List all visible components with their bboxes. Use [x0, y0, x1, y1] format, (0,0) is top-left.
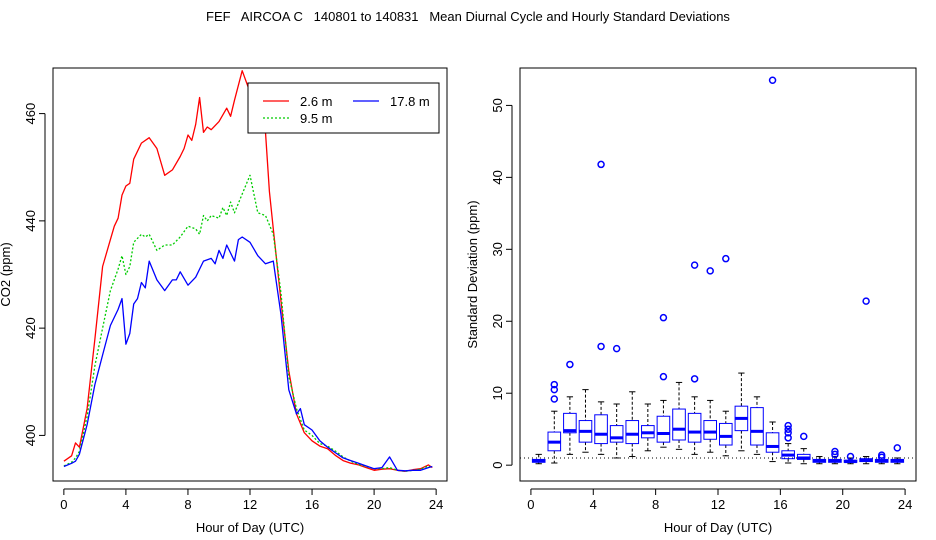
x-axis-title: Hour of Day (UTC) — [196, 520, 304, 535]
y-tick-label: 400 — [23, 425, 38, 447]
outlier-point — [831, 450, 839, 459]
outlier-point — [706, 267, 714, 275]
legend-label: 9.5 m — [300, 111, 333, 126]
x-tick-label: 24 — [429, 497, 443, 512]
outlier-point — [862, 297, 870, 305]
box — [750, 407, 764, 446]
outlier-point — [690, 261, 699, 269]
x-tick-label: 0 — [60, 497, 67, 512]
y-tick-label: 0 — [490, 462, 505, 469]
x-tick-label: 8 — [652, 497, 659, 512]
outlier-point — [659, 372, 668, 381]
x-tick-label: 16 — [305, 497, 319, 512]
x-tick-label: 8 — [184, 497, 191, 512]
box — [563, 412, 577, 434]
outlier-point — [550, 385, 559, 394]
outlier-point — [768, 76, 777, 84]
box — [625, 420, 640, 445]
outlier-point — [877, 451, 886, 459]
box — [594, 414, 608, 445]
box — [687, 412, 702, 443]
box — [609, 425, 624, 443]
box — [672, 408, 686, 441]
box — [703, 420, 718, 440]
outlier-point — [597, 160, 605, 169]
outlier-point — [784, 421, 792, 430]
outlier-point — [784, 425, 792, 433]
x-tick-label: 16 — [773, 497, 787, 512]
x-tick-label: 4 — [122, 497, 129, 512]
boxplot-panel: 0 4 8 12 16 20 24 0 10 20 30 40 50 Hour of Day (UTC) S… — [465, 67, 917, 535]
outlier-point — [722, 254, 730, 263]
box — [718, 422, 733, 446]
outlier-point — [784, 434, 792, 442]
y-tick-label: 20 — [490, 314, 505, 328]
legend-label: 17.8 m — [390, 94, 430, 109]
outlier-point — [690, 375, 699, 383]
x-tick-label: 20 — [367, 497, 381, 512]
plot-frame — [519, 67, 917, 482]
outlier-point — [831, 447, 839, 456]
outlier-point — [659, 313, 668, 322]
outlier-point — [566, 360, 574, 369]
box — [656, 415, 671, 443]
x-tick-label: 20 — [835, 497, 849, 512]
plot-frame — [52, 67, 448, 482]
y-tick-label: 440 — [23, 210, 38, 232]
x-tick-label: 12 — [243, 497, 257, 512]
y-tick-label: 420 — [23, 317, 38, 339]
outlier-point — [893, 444, 902, 452]
y-axis-title: Standard Deviation (ppm) — [465, 200, 480, 348]
y-axis-title: CO2 (ppm) — [0, 242, 13, 306]
outlier-point — [550, 395, 559, 403]
chart-title: FEF AIRCOA C 140801 to 140831 Mean Diurn… — [206, 9, 730, 24]
outlier-point — [799, 432, 808, 441]
outlier-point — [784, 429, 792, 437]
x-tick-label: 0 — [527, 497, 534, 512]
y-tick-label: 460 — [23, 103, 38, 125]
outlier-point — [846, 452, 855, 461]
box — [765, 432, 780, 453]
x-tick-label: 4 — [590, 497, 597, 512]
outlier-point — [597, 342, 605, 351]
series-line-17-8-m — [63, 236, 433, 472]
legend-label: 2.6 m — [300, 94, 333, 109]
legend-box — [247, 82, 440, 134]
x-tick-label: 24 — [898, 497, 912, 512]
series-line-9-5-m — [63, 174, 433, 472]
x-axis-title: Hour of Day (UTC) — [664, 520, 772, 535]
series-line-2-6-m — [63, 70, 433, 472]
y-tick-label: 10 — [490, 386, 505, 400]
outlier-point — [612, 344, 621, 353]
outlier-point — [550, 380, 559, 389]
x-tick-label: 12 — [711, 497, 725, 512]
y-tick-label: 30 — [490, 242, 505, 256]
y-tick-label: 40 — [490, 170, 505, 184]
y-tick-label: 50 — [490, 98, 505, 112]
line-chart-panel: 0 4 8 12 16 20 24 400 420 440 460 Hour of Day (UTC)… — [0, 67, 448, 535]
